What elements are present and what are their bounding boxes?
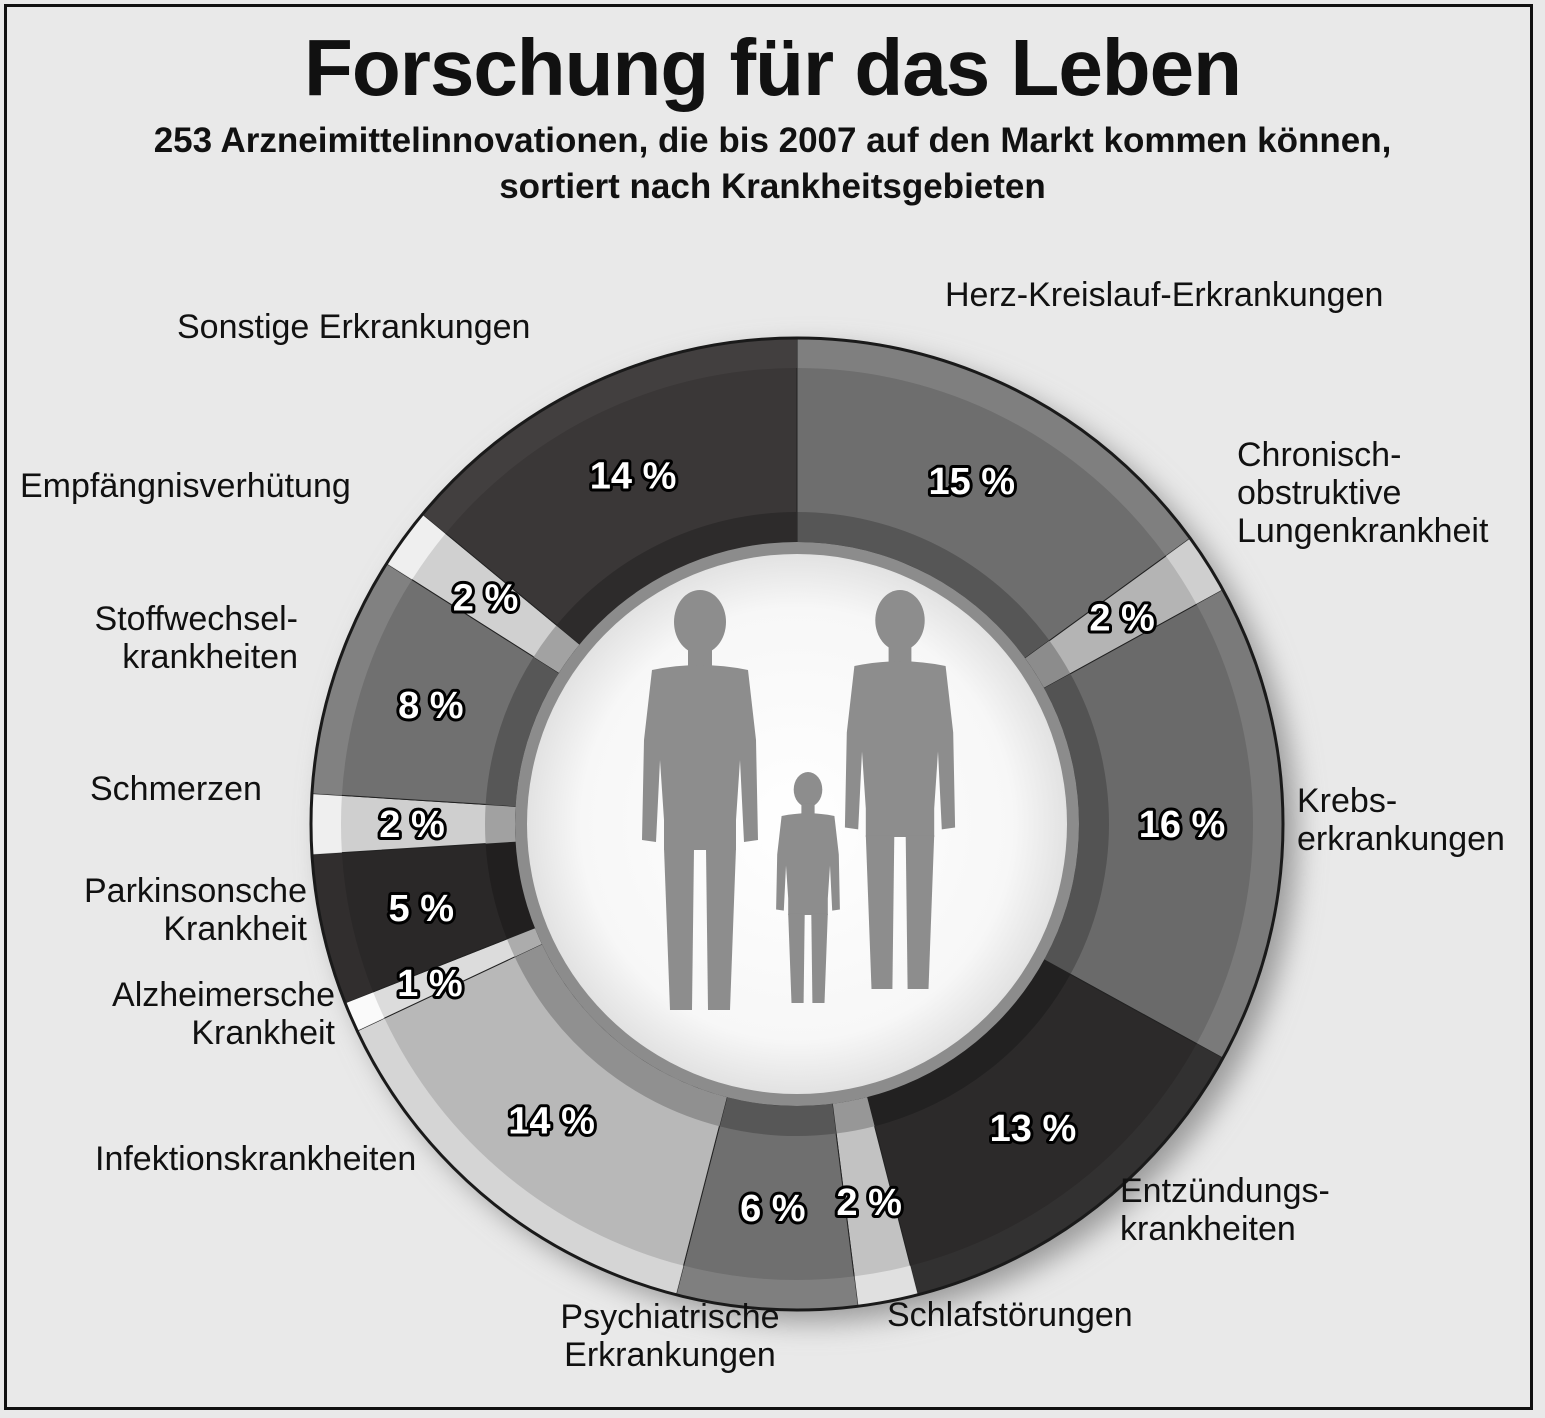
slice-inner-8 bbox=[485, 841, 535, 939]
slice-inner-9 bbox=[485, 804, 516, 844]
label-copd: Chronisch- obstruktive Lungenkrankheit bbox=[1237, 436, 1488, 550]
label-park-line2: Krankheit bbox=[163, 910, 307, 948]
slice-inner-2 bbox=[1044, 673, 1109, 975]
label-empf: Empfängnisverhütung bbox=[20, 467, 351, 505]
slice-inner-6 bbox=[514, 944, 727, 1127]
value-label-8: 5 % bbox=[389, 888, 454, 930]
slice-inner-1 bbox=[1025, 640, 1071, 689]
slice-inner-3 bbox=[867, 959, 1071, 1127]
label-park-line1: Parkinsonsche bbox=[83, 872, 307, 910]
slice-bevel-2 bbox=[1196, 589, 1283, 1059]
chart-title: Forschung für das Leben bbox=[303, 23, 1242, 112]
child-silhouette bbox=[776, 772, 840, 1003]
label-krebs-line2: erkrankungen bbox=[1297, 820, 1505, 858]
value-label-0: 15 % bbox=[928, 461, 1015, 503]
subtitle-line-1: 253 Arzneimittelinnovationen, die bis 20… bbox=[153, 121, 1392, 160]
slice-inner-11 bbox=[533, 625, 580, 673]
label-schlaf: Schlafstörungen bbox=[887, 1296, 1133, 1334]
label-schmerz: Schmerzen bbox=[90, 770, 262, 808]
slice-bevel-5 bbox=[676, 1265, 858, 1310]
label-copd-line3: Lungenkrankheit bbox=[1237, 512, 1489, 550]
label-krebs-line1: Krebs- bbox=[1297, 782, 1398, 820]
slice-bevel-6 bbox=[357, 1018, 684, 1295]
slice-bevel-1 bbox=[1165, 538, 1223, 605]
man-silhouette bbox=[642, 590, 758, 1010]
chart-subtitle: 253 Arzneimittelinnovationen, die bis 20… bbox=[0, 118, 1545, 210]
value-label-5: 6 % bbox=[740, 1188, 805, 1230]
value-label-12: 14 % bbox=[590, 456, 677, 498]
slice-bevel-10 bbox=[311, 563, 412, 796]
label-entz-line1: Entzündungs- bbox=[1120, 1172, 1330, 1210]
slice-inner-0 bbox=[797, 512, 1050, 659]
donut-outline bbox=[309, 336, 1285, 1312]
value-label-11: 2 % bbox=[453, 578, 518, 620]
label-krebs: Krebs- erkrankungen bbox=[1297, 782, 1505, 858]
slice-bevel-3 bbox=[910, 1043, 1223, 1295]
slice-bevel-4 bbox=[854, 1265, 918, 1307]
value-label-9: 2 % bbox=[379, 804, 444, 846]
slice-inner-7 bbox=[506, 927, 542, 957]
slice-bevel-11 bbox=[386, 514, 446, 580]
label-psych-line1: Psychiatrische bbox=[560, 1298, 780, 1336]
value-label-7: 1 % bbox=[397, 963, 462, 1005]
slice-bevel-7 bbox=[345, 991, 385, 1031]
label-sonst: Sonstige Erkrankungen bbox=[177, 308, 531, 346]
value-label-4: 2 % bbox=[836, 1182, 901, 1224]
slice-inner-5 bbox=[719, 1097, 837, 1136]
label-psych-line2: Erkrankungen bbox=[564, 1336, 776, 1374]
value-label-10: 8 % bbox=[398, 685, 463, 727]
value-label-3: 13 % bbox=[990, 1108, 1077, 1150]
label-copd-line1: Chronisch- bbox=[1237, 436, 1402, 474]
label-stoff: Stoffwechsel- krankheiten bbox=[20, 600, 298, 676]
label-infekt: Infektionskrankheiten bbox=[95, 1140, 417, 1178]
label-stoff-line1: Stoffwechsel- bbox=[94, 600, 298, 638]
label-entz-line2: krankheiten bbox=[1120, 1210, 1296, 1248]
slice-inner-12 bbox=[556, 512, 797, 645]
slice-inner-4 bbox=[832, 1097, 875, 1134]
label-stoff-line2: krankheiten bbox=[122, 638, 298, 676]
label-park: Parkinsonsche Krankheit bbox=[20, 872, 307, 948]
slice-bevel-8 bbox=[311, 852, 374, 1003]
woman-silhouette bbox=[844, 590, 956, 989]
label-herz: Herz-Kreislauf-Erkrankungen bbox=[945, 276, 1384, 314]
value-label-1: 2 % bbox=[1089, 598, 1154, 640]
label-entz: Entzündungs- krankheiten bbox=[1120, 1172, 1330, 1248]
value-label-2: 16 % bbox=[1139, 804, 1226, 846]
slice-bevel-0 bbox=[797, 338, 1191, 556]
label-copd-line2: obstruktive bbox=[1237, 474, 1402, 512]
label-psych: Psychiatrische Erkrankungen bbox=[540, 1298, 800, 1374]
label-alz-line1: Alzheimersche bbox=[112, 976, 335, 1014]
slice-bevel-9 bbox=[310, 793, 342, 855]
label-alz-line2: Krankheit bbox=[191, 1014, 335, 1052]
value-label-6: 14 % bbox=[508, 1101, 595, 1143]
slice-inner-10 bbox=[485, 656, 559, 807]
subtitle-line-2: sortiert nach Krankheitsgebieten bbox=[499, 167, 1046, 206]
label-alz: Alzheimersche Krankheit bbox=[40, 976, 335, 1052]
